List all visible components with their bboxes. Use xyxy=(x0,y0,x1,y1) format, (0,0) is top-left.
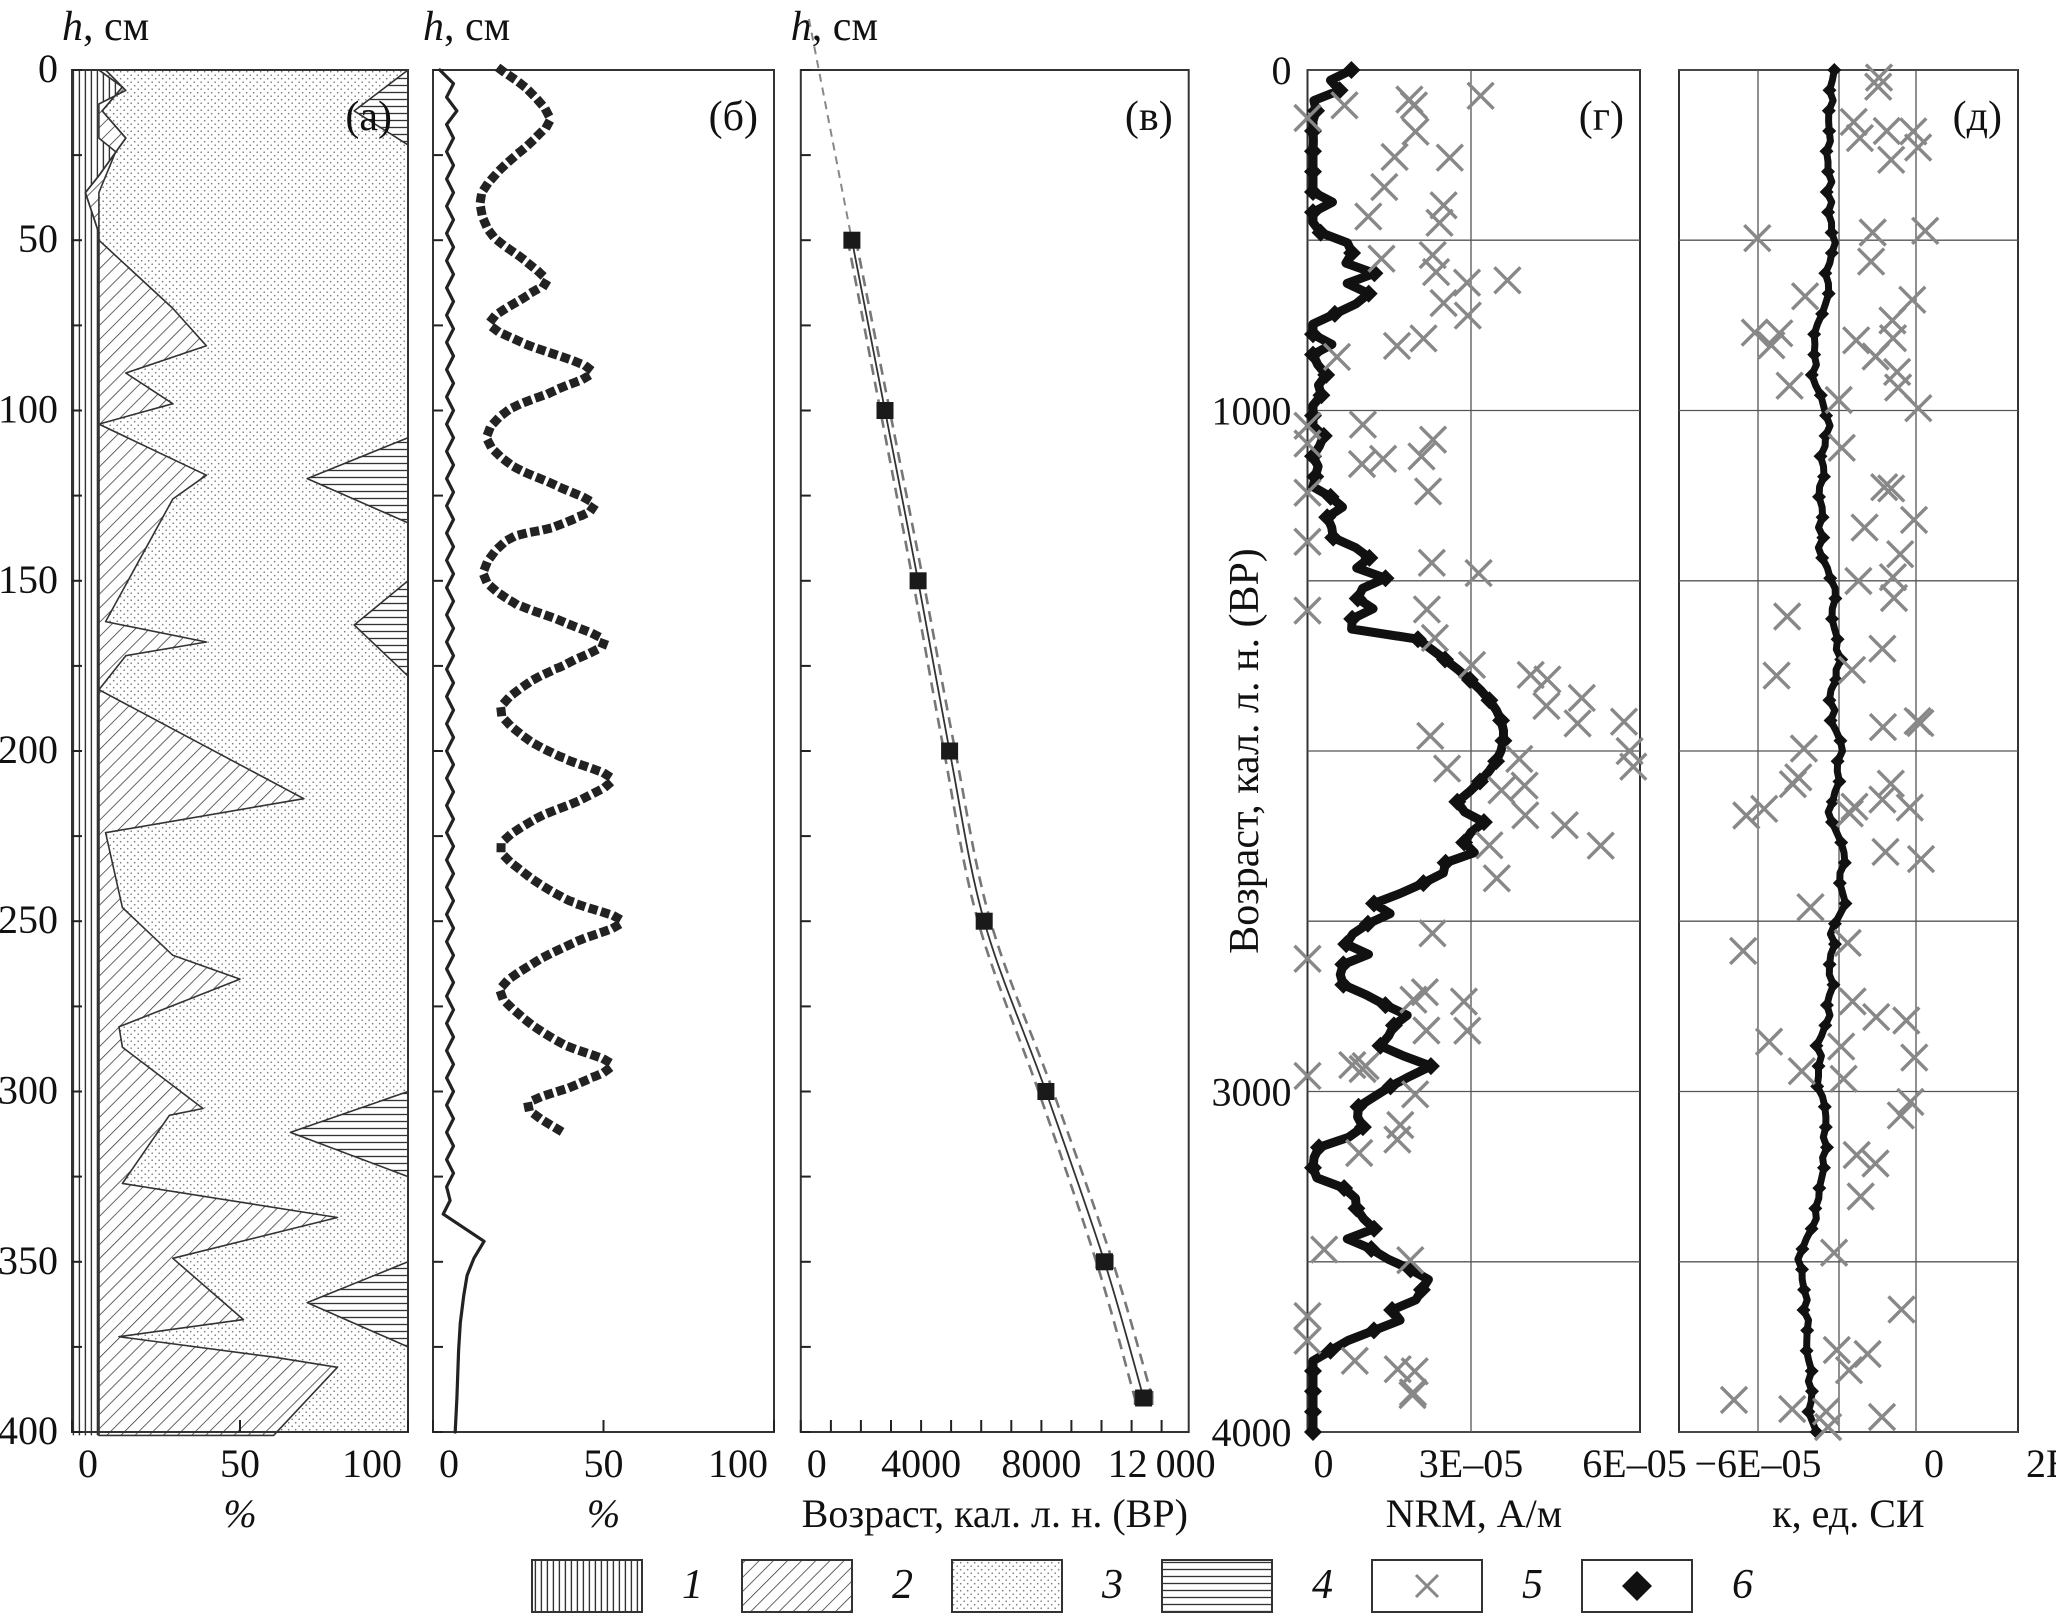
svg-text:8000: 8000 xyxy=(1001,1441,1081,1486)
svg-text:5: 5 xyxy=(1522,1562,1543,1608)
svg-text:−6E–05: −6E–05 xyxy=(1695,1441,1822,1486)
svg-text:(a): (a) xyxy=(345,94,392,140)
svg-text:100: 100 xyxy=(342,1441,402,1486)
svg-text:0: 0 xyxy=(78,1441,98,1486)
svg-text:6: 6 xyxy=(1732,1562,1753,1608)
svg-text:0: 0 xyxy=(807,1441,827,1486)
svg-text:50: 50 xyxy=(584,1441,624,1486)
svg-text:(г): (г) xyxy=(1579,94,1624,140)
svg-text:12 000: 12 000 xyxy=(1108,1441,1216,1486)
svg-text:(б): (б) xyxy=(709,94,758,140)
svg-text:Возраст, кал. л. н. (BP): Возраст, кал. л. н. (BP) xyxy=(1222,548,1268,954)
svg-text:4000: 4000 xyxy=(1212,1410,1292,1455)
svg-text:h, см: h, см xyxy=(423,4,510,50)
svg-text:2: 2 xyxy=(892,1562,913,1608)
svg-text:h, см: h, см xyxy=(791,4,878,50)
svg-text:h, см: h, см xyxy=(62,4,149,50)
svg-text:NRM, А/м: NRM, А/м xyxy=(1386,1491,1562,1536)
svg-text:2E-06: 2E-06 xyxy=(2026,1441,2056,1486)
svg-text:300: 300 xyxy=(0,1068,58,1113)
svg-text:4: 4 xyxy=(1312,1562,1333,1608)
svg-text:200: 200 xyxy=(0,727,58,772)
svg-text:50: 50 xyxy=(18,216,58,261)
svg-text:250: 250 xyxy=(0,897,58,942)
svg-text:1000: 1000 xyxy=(1212,389,1292,434)
svg-text:(д): (д) xyxy=(1953,94,2002,140)
svg-text:100: 100 xyxy=(0,387,58,432)
svg-text:0: 0 xyxy=(38,46,58,91)
svg-text:50: 50 xyxy=(220,1441,260,1486)
svg-text:6E–05: 6E–05 xyxy=(1582,1441,1686,1486)
svg-text:0: 0 xyxy=(1314,1441,1334,1486)
svg-text:3E–05: 3E–05 xyxy=(1419,1441,1523,1486)
svg-text:Возраст, кал. л. н. (BP): Возраст, кал. л. н. (BP) xyxy=(802,1491,1188,1536)
svg-text:350: 350 xyxy=(0,1238,58,1283)
svg-text:150: 150 xyxy=(0,557,58,602)
svg-text:(в): (в) xyxy=(1125,94,1173,140)
svg-text:100: 100 xyxy=(708,1441,768,1486)
svg-text:400: 400 xyxy=(0,1408,58,1453)
svg-text:0: 0 xyxy=(439,1441,459,1486)
svg-text:к, ед. СИ: к, ед. СИ xyxy=(1772,1491,1925,1536)
svg-text:0: 0 xyxy=(1272,48,1292,93)
svg-text:3: 3 xyxy=(1101,1562,1123,1608)
svg-text:3000: 3000 xyxy=(1212,1070,1292,1115)
svg-text:0: 0 xyxy=(1924,1441,1944,1486)
svg-text:1: 1 xyxy=(682,1562,703,1608)
svg-text:4000: 4000 xyxy=(881,1441,961,1486)
svg-text:%: % xyxy=(223,1491,256,1536)
svg-text:%: % xyxy=(587,1491,620,1536)
